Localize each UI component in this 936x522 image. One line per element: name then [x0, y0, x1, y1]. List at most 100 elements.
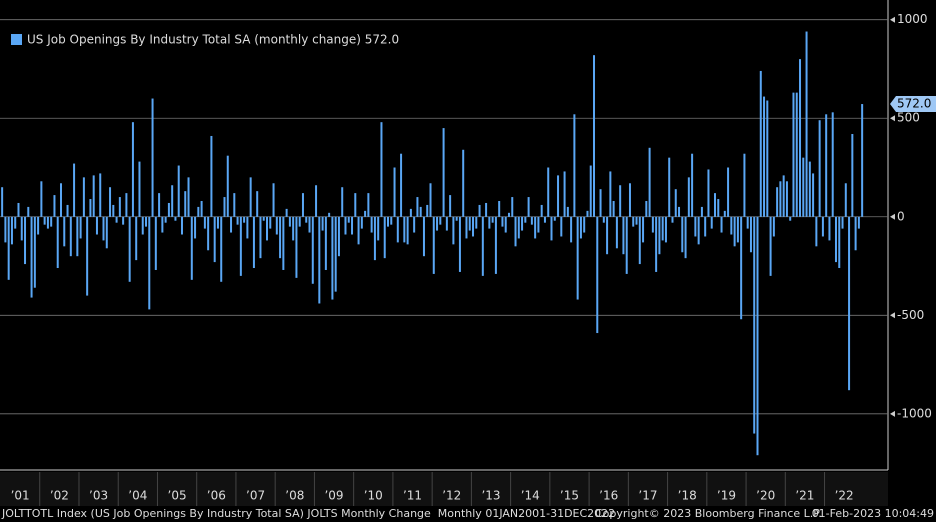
bar: [187, 177, 190, 217]
bar: [720, 216, 723, 233]
bar: [282, 216, 285, 270]
bar: [20, 216, 23, 241]
bar: [612, 201, 615, 217]
bar: [488, 216, 491, 229]
bar: [766, 100, 769, 217]
bar: [472, 216, 475, 237]
bar: [105, 216, 108, 249]
bar: [658, 216, 661, 255]
bar: [743, 153, 746, 217]
bar: [17, 202, 20, 217]
bar: [351, 216, 354, 235]
bar: [383, 216, 386, 259]
bar: [723, 210, 726, 217]
bar: [501, 216, 504, 227]
y-tick-label: 0: [897, 209, 905, 223]
bar: [710, 216, 713, 229]
bar: [370, 216, 373, 233]
bar: [406, 216, 409, 245]
bar: [844, 183, 847, 217]
bar: [151, 98, 154, 217]
bar: [27, 206, 30, 217]
bar: [553, 216, 556, 221]
bar: [226, 155, 229, 217]
bar: [439, 216, 442, 225]
bar: [197, 206, 200, 217]
bar: [292, 216, 295, 241]
bar: [674, 189, 677, 217]
bar: [295, 216, 298, 278]
x-tick-label: ’02: [50, 489, 69, 503]
bar: [207, 216, 210, 251]
bar: [589, 165, 592, 217]
bar: [861, 104, 864, 217]
bar: [517, 216, 520, 239]
bar: [328, 212, 331, 217]
x-tick-label: ’17: [638, 489, 657, 503]
y-tick: [890, 115, 895, 122]
bar: [184, 191, 187, 217]
bar: [331, 216, 334, 300]
bar: [390, 216, 393, 225]
bar: [115, 216, 118, 223]
bar: [426, 204, 429, 217]
bar: [550, 216, 553, 241]
bar: [305, 216, 308, 223]
y-tick-label: -1000: [897, 406, 932, 420]
bar: [697, 216, 700, 245]
bar: [573, 114, 576, 217]
y-tick-label: 500: [897, 111, 920, 125]
bar: [246, 216, 249, 239]
x-tick-label: ’20: [756, 489, 775, 503]
bar: [7, 216, 10, 280]
bar: [841, 216, 844, 229]
bar: [180, 216, 183, 235]
bar: [1, 187, 4, 217]
bar: [645, 201, 648, 217]
bar: [262, 216, 265, 221]
bar: [792, 92, 795, 217]
bar: [782, 175, 785, 217]
bar: [557, 175, 560, 217]
bar: [354, 193, 357, 217]
bar: [635, 216, 638, 225]
y-tick: [890, 312, 895, 319]
bar: [615, 216, 618, 249]
bar: [318, 216, 321, 304]
bar: [220, 216, 223, 282]
bar: [462, 149, 465, 217]
bar: [46, 216, 49, 229]
bar: [190, 216, 193, 280]
bar: [400, 153, 403, 217]
bar: [664, 216, 667, 243]
x-tick-label: ’14: [521, 489, 540, 503]
x-tick-label: ’11: [403, 489, 422, 503]
bar: [230, 216, 233, 233]
bar: [138, 161, 141, 217]
bar: [396, 216, 399, 243]
bar: [239, 216, 242, 276]
bar: [118, 197, 121, 217]
bar: [341, 187, 344, 217]
bar: [713, 193, 716, 217]
bar: [337, 216, 340, 257]
bar: [252, 216, 255, 269]
bar: [125, 193, 128, 217]
bar: [475, 216, 478, 229]
bar: [73, 163, 76, 217]
bar: [684, 216, 687, 259]
bar: [485, 202, 488, 217]
x-tick-label: ’18: [678, 489, 697, 503]
bar: [148, 216, 151, 310]
bar: [53, 195, 56, 217]
bar: [452, 216, 455, 245]
bar: [59, 183, 62, 217]
bar: [347, 216, 350, 223]
bar: [161, 216, 164, 233]
bar: [364, 210, 367, 217]
bar: [301, 193, 304, 217]
bar: [334, 216, 337, 292]
bar: [707, 169, 710, 217]
bar: [524, 216, 527, 223]
